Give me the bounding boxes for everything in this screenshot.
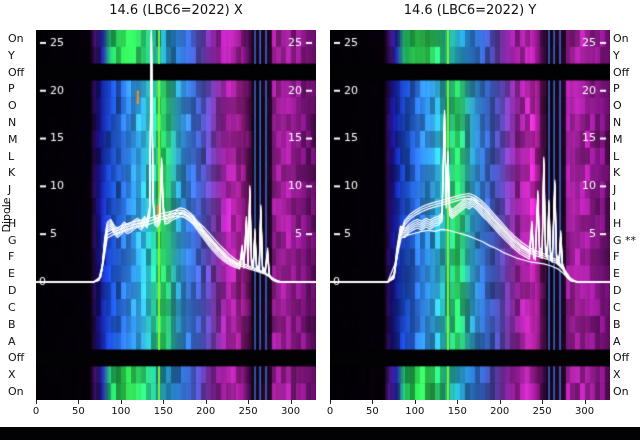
dipole-label: On (613, 31, 629, 45)
dipole-label: G ** (613, 233, 637, 247)
x-tick-mark (330, 400, 331, 404)
x-tick-label: 300 (280, 406, 301, 417)
x-tick-mark (205, 400, 207, 404)
x-tick-label: 250 (238, 406, 258, 417)
x-tick-label: 100 (111, 406, 131, 417)
x-tick-label: 0 (32, 406, 40, 417)
dipole-label: M (613, 132, 623, 146)
x-tick-label: 250 (532, 406, 552, 417)
heatmap-panel-x (36, 30, 316, 400)
dipole-label: M (8, 132, 18, 146)
x-tick-mark (457, 400, 459, 404)
x-tick-mark (78, 400, 80, 404)
dipole-label: L (8, 149, 15, 163)
x-tick-mark (542, 400, 544, 404)
dipole-label: J (613, 183, 617, 197)
x-tick-label: 200 (196, 406, 216, 417)
dipole-label: L (613, 149, 620, 163)
x-tick-label: 50 (72, 406, 85, 417)
dipole-label: D (8, 284, 17, 298)
x-tick-label: 150 (153, 406, 173, 417)
dipole-label: Y (613, 48, 620, 62)
x-tick-mark (120, 400, 122, 404)
x-tick-mark (584, 400, 586, 404)
dipole-label: C (613, 300, 621, 314)
left-dipole-labels: On Y Off P O N M L K J I H G F E D C B A Off X On (8, 30, 34, 400)
right-dipole-labels: On Y Off P O N M L K J I H G ** F E D C B A Off X On (613, 30, 640, 400)
dipole-label: X (8, 368, 16, 382)
x-tick-label: 50 (366, 406, 379, 417)
dipole-label: D (613, 284, 622, 298)
x-tick-mark (248, 400, 250, 404)
dipole-label: Y (8, 48, 15, 62)
plot-title-x: 14.6 (LBC6=2022) X (109, 3, 243, 18)
dipole-label: Off (8, 351, 25, 365)
bottom-bar (0, 427, 640, 440)
dipole-label: Off (8, 65, 25, 79)
dipole-label: Off (613, 351, 630, 365)
dipole-label: A (8, 334, 16, 348)
dipole-label: F (613, 250, 620, 264)
dipole-label: I (613, 200, 617, 214)
dipole-label: O (613, 99, 622, 113)
dipole-label: K (8, 166, 16, 180)
heatmap-canvas-x (36, 30, 316, 400)
dipole-label: H (8, 216, 17, 230)
dipole-label: On (8, 31, 24, 45)
dipole-label: C (8, 300, 16, 314)
dipole-label: P (613, 82, 620, 96)
x-tick-label: 100 (405, 406, 425, 417)
dipole-label: E (8, 267, 15, 281)
x-tick-mark (290, 400, 292, 404)
dipole-label: X (613, 368, 621, 382)
dipole-label: B (613, 317, 621, 331)
heatmap-panel-y (330, 30, 610, 400)
dipole-label: B (8, 317, 16, 331)
plot-title-y: 14.6 (LBC6=2022) Y (403, 3, 537, 18)
x-tick-mark (163, 400, 165, 404)
heatmap-canvas-y (330, 30, 610, 400)
x-tick-label: 0 (326, 406, 334, 417)
dipole-label: H (613, 216, 622, 230)
x-tick-label: 300 (574, 406, 595, 417)
x-tick-mark (414, 400, 416, 404)
dipole-label: On (613, 384, 629, 398)
x-axis-ticks-x: 0 50 100 150 200 250 300 (33, 400, 326, 422)
dipole-label: E (613, 267, 620, 281)
dipole-label: P (8, 82, 15, 96)
dipole-label: N (613, 115, 622, 129)
x-tick-label: 200 (490, 406, 510, 417)
x-tick-mark (499, 400, 501, 404)
x-tick-mark (372, 400, 374, 404)
dipole-label: O (8, 99, 17, 113)
dipole-label: On (8, 384, 24, 398)
dipole-label: N (8, 115, 17, 129)
x-tick-label: 150 (447, 406, 467, 417)
dipole-label: J (8, 183, 12, 197)
x-axis-ticks-y: 0 50 100 150 200 250 300 (327, 400, 620, 422)
x-tick-mark (36, 400, 37, 404)
dipole-label: F (8, 250, 15, 264)
dipole-label: I (8, 200, 12, 214)
dipole-label: K (613, 166, 621, 180)
dipole-label: A (613, 334, 621, 348)
dipole-label: G (8, 233, 17, 247)
dipole-label: Off (613, 65, 630, 79)
